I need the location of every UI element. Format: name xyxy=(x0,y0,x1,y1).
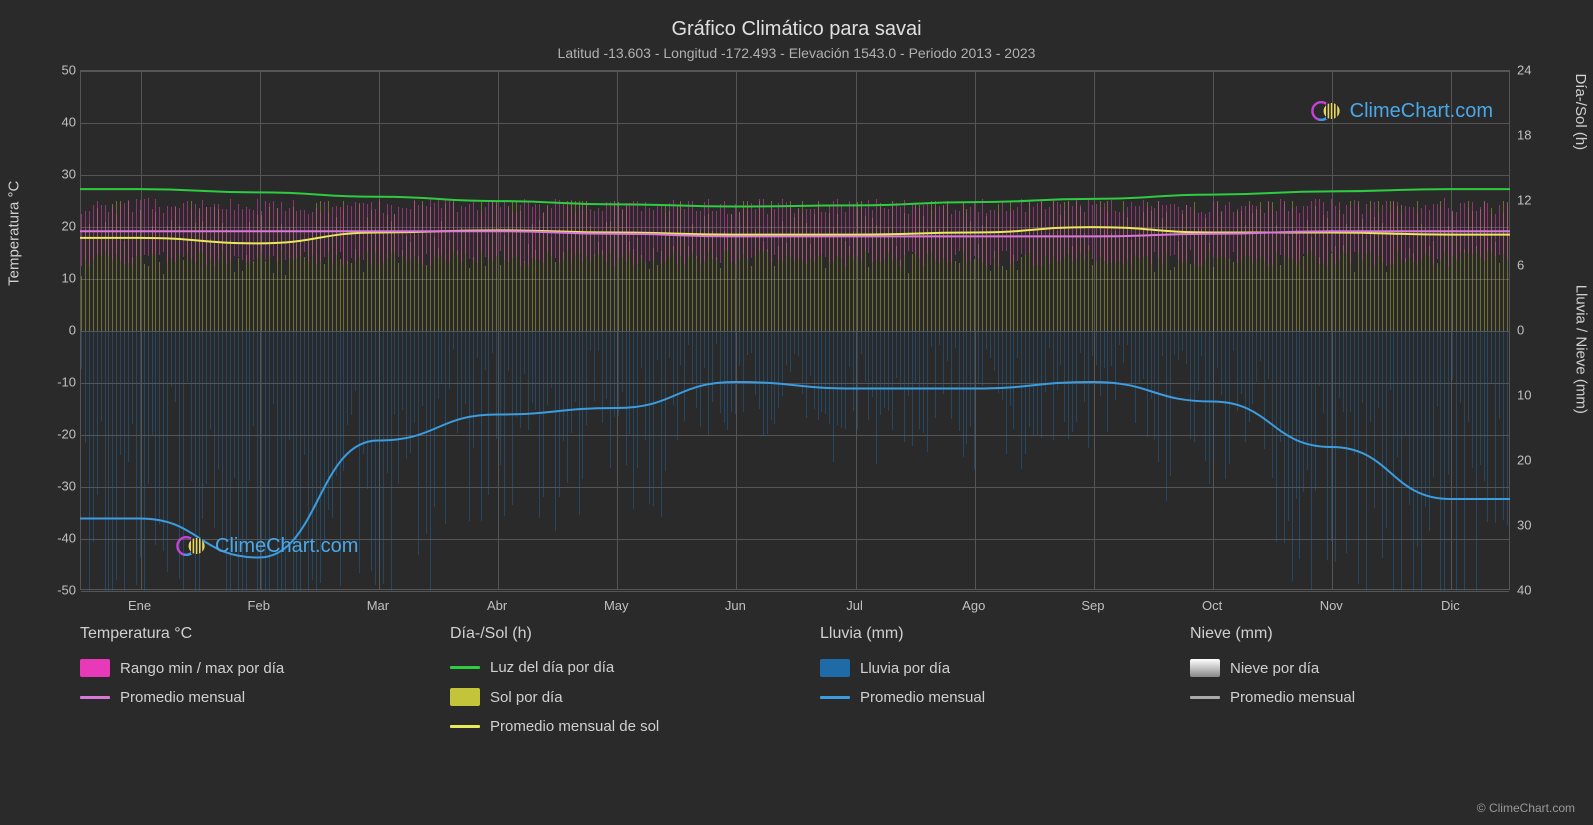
y-tick-right-bottom: 30 xyxy=(1517,518,1557,533)
rain-bar-swatch xyxy=(820,659,850,677)
legend-label: Rango min / max por día xyxy=(120,660,284,677)
y-tick-left: -30 xyxy=(36,479,76,494)
y-axis-left-title: Temperatura °C xyxy=(6,181,23,286)
x-tick: May xyxy=(604,598,629,613)
legend-item-snow-bar: Nieve por día xyxy=(1190,659,1510,677)
legend-label: Promedio mensual xyxy=(1230,689,1355,706)
y-tick-left: -10 xyxy=(36,375,76,390)
x-tick: Abr xyxy=(487,598,507,613)
watermark-top: ClimeChart.com xyxy=(1310,95,1493,127)
y-tick-left: -40 xyxy=(36,531,76,546)
x-tick: Oct xyxy=(1202,598,1222,613)
y-tick-right-bottom: 40 xyxy=(1517,583,1557,598)
y-tick-left: -20 xyxy=(36,427,76,442)
x-tick: Sep xyxy=(1081,598,1104,613)
legend-label: Promedio mensual de sol xyxy=(490,718,659,735)
chart-plot-area xyxy=(80,70,1510,590)
y-tick-left: 10 xyxy=(36,271,76,286)
x-tick: Mar xyxy=(367,598,389,613)
legend-label: Lluvia por día xyxy=(860,660,950,677)
climechart-logo-icon xyxy=(1310,95,1342,127)
y-tick-left: -50 xyxy=(36,583,76,598)
y-tick-left: 0 xyxy=(36,323,76,338)
y-axis-right-bottom-title: Lluvia / Nieve (mm) xyxy=(1573,285,1590,414)
snow-bar-swatch xyxy=(1190,659,1220,677)
legend-label: Nieve por día xyxy=(1230,660,1319,677)
temp-avg-swatch xyxy=(80,696,110,699)
y-tick-left: 20 xyxy=(36,219,76,234)
legend-item-sun-bar: Sol por día xyxy=(450,688,770,706)
legend-label: Sol por día xyxy=(490,689,563,706)
x-tick: Jul xyxy=(846,598,863,613)
x-tick: Ene xyxy=(128,598,151,613)
legend-item-snow-avg: Promedio mensual xyxy=(1190,689,1510,706)
temp-range-swatch xyxy=(80,659,110,677)
legend-snow-header: Nieve (mm) xyxy=(1190,625,1510,643)
legend-item-temp-avg: Promedio mensual xyxy=(80,689,400,706)
legend-col-daysun: Día-/Sol (h) Luz del día por día Sol por… xyxy=(450,625,770,735)
legend-item-sun-avg: Promedio mensual de sol xyxy=(450,718,770,735)
legend-label: Promedio mensual xyxy=(860,689,985,706)
legend-temp-header: Temperatura °C xyxy=(80,625,400,643)
y-tick-right-top: 18 xyxy=(1517,128,1557,143)
x-tick: Nov xyxy=(1320,598,1343,613)
y-axis-right-top-title: Día-/Sol (h) xyxy=(1573,73,1590,150)
legend-daysun-header: Día-/Sol (h) xyxy=(450,625,770,643)
legend-label: Promedio mensual xyxy=(120,689,245,706)
footer-copyright: © ClimeChart.com xyxy=(1477,801,1575,815)
legend-col-snow: Nieve (mm) Nieve por día Promedio mensua… xyxy=(1190,625,1510,735)
x-tick: Jun xyxy=(725,598,746,613)
climechart-logo-icon xyxy=(175,530,207,562)
y-tick-right-bottom: 20 xyxy=(1517,453,1557,468)
rain-avg-swatch xyxy=(820,696,850,699)
legend-item-daylight: Luz del día por día xyxy=(450,659,770,676)
watermark-text: ClimeChart.com xyxy=(1350,100,1493,123)
legend-col-rain: Lluvia (mm) Lluvia por día Promedio mens… xyxy=(820,625,1140,735)
legend-item-rain-bar: Lluvia por día xyxy=(820,659,1140,677)
x-tick: Ago xyxy=(962,598,985,613)
legend: Temperatura °C Rango min / max por día P… xyxy=(80,625,1510,735)
watermark-bottom: ClimeChart.com xyxy=(175,530,358,562)
daylight-swatch xyxy=(450,666,480,669)
legend-item-rain-avg: Promedio mensual xyxy=(820,689,1140,706)
legend-label: Luz del día por día xyxy=(490,659,614,676)
y-tick-right-top: 0 xyxy=(1517,323,1557,338)
y-tick-right-top: 24 xyxy=(1517,63,1557,78)
y-tick-left: 50 xyxy=(36,63,76,78)
legend-item-temp-range: Rango min / max por día xyxy=(80,659,400,677)
sun-avg-swatch xyxy=(450,725,480,728)
y-tick-right-top: 12 xyxy=(1517,193,1557,208)
y-tick-right-top: 6 xyxy=(1517,258,1557,273)
snow-avg-swatch xyxy=(1190,696,1220,699)
chart-subtitle: Latitud -13.603 - Longitud -172.493 - El… xyxy=(0,41,1593,61)
sun-bar-swatch xyxy=(450,688,480,706)
y-tick-right-bottom: 10 xyxy=(1517,388,1557,403)
legend-rain-header: Lluvia (mm) xyxy=(820,625,1140,643)
legend-col-temp: Temperatura °C Rango min / max por día P… xyxy=(80,625,400,735)
y-tick-left: 30 xyxy=(36,167,76,182)
x-tick: Dic xyxy=(1441,598,1460,613)
watermark-text: ClimeChart.com xyxy=(215,535,358,558)
y-tick-left: 40 xyxy=(36,115,76,130)
x-tick: Feb xyxy=(248,598,270,613)
chart-title: Gráfico Climático para savai xyxy=(0,0,1593,41)
